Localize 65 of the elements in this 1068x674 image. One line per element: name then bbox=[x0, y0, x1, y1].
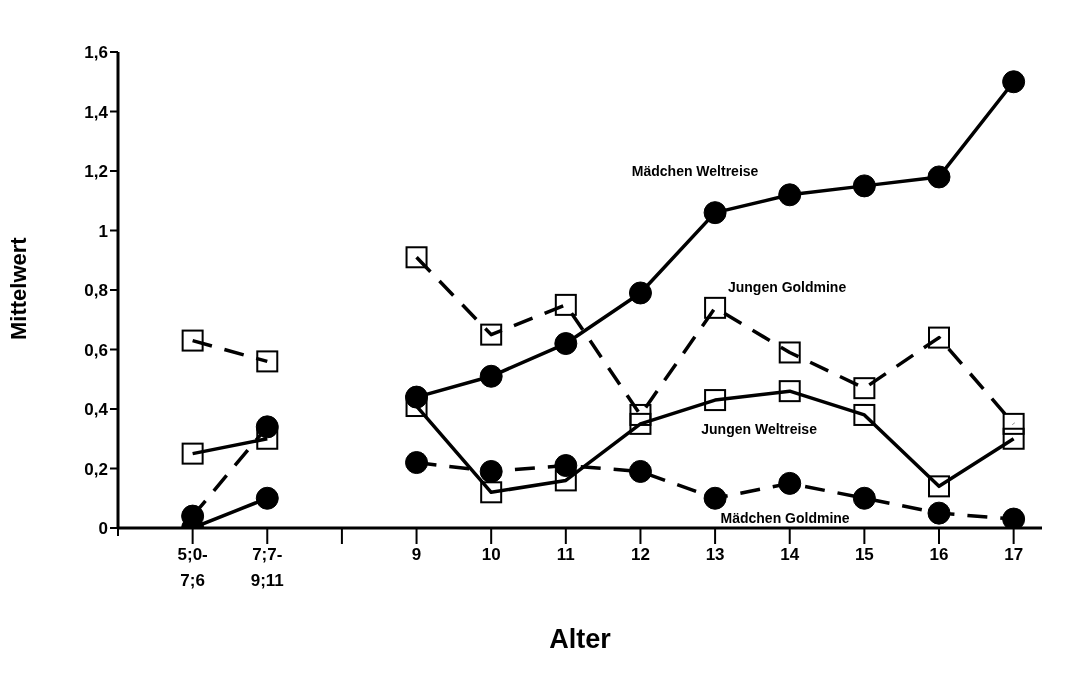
point bbox=[628, 459, 652, 483]
x-tick-label: 17 bbox=[1004, 545, 1024, 564]
point bbox=[479, 364, 503, 388]
x-tick-label: 11 bbox=[556, 545, 575, 564]
point bbox=[1002, 412, 1025, 435]
point bbox=[928, 326, 950, 349]
x-tick-label: 15 bbox=[854, 545, 874, 564]
point bbox=[480, 323, 503, 346]
x-tick-label: 9 bbox=[411, 545, 422, 564]
point bbox=[629, 412, 652, 435]
point bbox=[778, 341, 801, 364]
point bbox=[405, 395, 428, 418]
point bbox=[479, 459, 503, 483]
y-tick-label: 1 bbox=[98, 221, 108, 241]
point bbox=[852, 486, 876, 510]
point bbox=[256, 427, 279, 450]
y-tick-label: 1,6 bbox=[84, 43, 108, 63]
y-tick-label: 0,4 bbox=[84, 400, 109, 420]
point bbox=[1002, 507, 1026, 528]
point bbox=[554, 332, 578, 356]
point bbox=[927, 501, 951, 525]
x-tick-label: 12 bbox=[630, 545, 650, 564]
point bbox=[628, 281, 652, 305]
y-tick-label: 0,6 bbox=[84, 340, 108, 360]
y-tick-label: 0 bbox=[98, 519, 108, 539]
point bbox=[405, 246, 428, 269]
point bbox=[852, 174, 876, 198]
x-tick-label: 5;0-7;6 bbox=[177, 545, 208, 590]
point bbox=[853, 377, 876, 400]
series-label: Mädchen Goldmine bbox=[720, 509, 850, 526]
point bbox=[480, 481, 503, 504]
point bbox=[704, 296, 727, 319]
point bbox=[778, 183, 802, 207]
point bbox=[1002, 70, 1026, 94]
x-tick-label: 7;7-9;11 bbox=[250, 545, 284, 590]
point bbox=[778, 380, 801, 403]
point bbox=[554, 469, 577, 492]
point bbox=[1002, 427, 1025, 450]
point bbox=[703, 486, 727, 510]
series-label: Jungen Goldmine bbox=[727, 278, 847, 295]
point bbox=[778, 471, 802, 495]
point bbox=[255, 486, 279, 510]
point bbox=[703, 201, 727, 225]
y-tick-label: 0,2 bbox=[84, 459, 108, 479]
point bbox=[554, 293, 577, 316]
x-axis-title: Alter bbox=[549, 624, 612, 654]
y-axis-title: Mittelwert bbox=[5, 236, 31, 340]
point bbox=[256, 350, 279, 373]
x-tick-label: 10 bbox=[481, 545, 501, 564]
series-label: Mädchen Weltreise bbox=[631, 163, 759, 180]
point bbox=[928, 475, 950, 498]
y-tick-label: 1,4 bbox=[84, 102, 109, 122]
x-tick-label: 14 bbox=[780, 545, 800, 564]
y-tick-label: 1,2 bbox=[84, 162, 108, 182]
point bbox=[405, 451, 429, 475]
point bbox=[704, 389, 727, 412]
point bbox=[181, 442, 204, 465]
x-tick-label: 16 bbox=[929, 545, 949, 564]
point bbox=[181, 329, 204, 352]
y-tick-label: 0,8 bbox=[84, 281, 108, 301]
point bbox=[927, 165, 951, 189]
series-label: Jungen Weltreise bbox=[701, 420, 818, 437]
point bbox=[629, 403, 652, 426]
x-tick-label: 13 bbox=[705, 545, 725, 564]
point bbox=[853, 403, 876, 426]
